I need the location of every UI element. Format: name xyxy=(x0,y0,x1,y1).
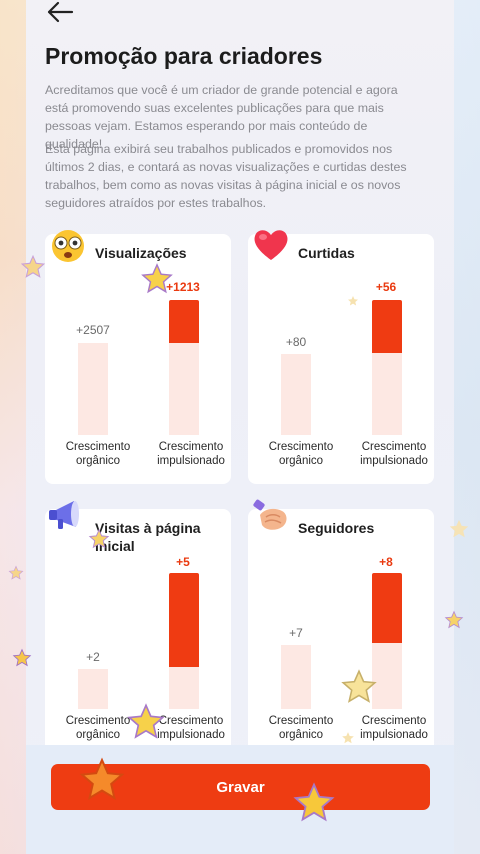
boosted-value: +56 xyxy=(375,280,397,294)
boosted-bar-base xyxy=(169,343,199,435)
star-icon xyxy=(141,263,173,294)
star-icon xyxy=(449,519,469,538)
card-title: Seguidores xyxy=(298,520,375,536)
boosted-bar xyxy=(169,300,199,343)
organic-bar xyxy=(78,343,108,435)
card-followers: Seguidores +7 +8 Crescimento orgânico Cr… xyxy=(248,509,434,754)
star-icon xyxy=(293,782,335,822)
back-button[interactable] xyxy=(46,0,74,24)
organic-label: Crescimento orgânico xyxy=(65,715,131,741)
star-icon xyxy=(12,648,32,667)
organic-value: +2 xyxy=(86,650,100,664)
organic-label: Crescimento orgânico xyxy=(268,441,334,467)
star-icon xyxy=(20,254,46,278)
organic-bar xyxy=(281,354,311,435)
star-icon xyxy=(88,528,110,549)
card-title: Curtidas xyxy=(298,245,355,261)
boosted-bar xyxy=(372,573,402,643)
star-icon xyxy=(341,669,377,703)
organic-label: Crescimento orgânico xyxy=(65,441,131,467)
star-icon xyxy=(79,757,125,801)
boosted-bar-base xyxy=(169,667,199,709)
star-icon xyxy=(342,732,354,744)
organic-value: +2507 xyxy=(76,323,110,337)
boosted-label: Crescimento impulsionado xyxy=(157,715,225,741)
organic-label: Crescimento orgânico xyxy=(268,715,334,741)
boosted-value: +8 xyxy=(379,555,393,569)
megaphone-icon xyxy=(49,501,79,529)
boosted-label: Crescimento impulsionado xyxy=(360,715,428,741)
star-icon xyxy=(348,296,358,306)
card-profile-visits: Visitas à página inicial +2 +5 Crescimen… xyxy=(45,509,231,754)
card-title: Visitas à página inicial xyxy=(95,520,201,554)
organic-value: +7 xyxy=(289,626,303,640)
star-icon xyxy=(127,703,165,739)
boosted-bar-base xyxy=(372,643,402,709)
card-title: Visualizações xyxy=(95,245,187,261)
dizzy-face-icon xyxy=(52,230,84,262)
record-button[interactable]: Gravar xyxy=(51,764,430,810)
intro-paragraph: Acreditamos que você é um criador de gra… xyxy=(45,83,398,151)
boosted-label: Crescimento impulsionado xyxy=(157,441,225,467)
info-paragraph: Esta página exibirá seu trabalhos public… xyxy=(45,142,407,210)
boosted-bar xyxy=(169,573,199,667)
boosted-label: Crescimento impulsionado xyxy=(360,441,428,467)
star-icon xyxy=(444,610,464,629)
page-title: Promoção para criadores xyxy=(45,43,323,69)
card-likes: Curtidas +80 +56 Crescimento orgânico Cr… xyxy=(248,234,434,484)
handshake-icon xyxy=(253,499,287,530)
arrow-left-icon xyxy=(47,1,74,23)
star-icon xyxy=(8,565,24,580)
card-views: Visualizações +2507 +1213 Crescimento or… xyxy=(45,234,231,484)
heart-icon xyxy=(254,230,288,260)
boosted-bar xyxy=(372,300,402,353)
organic-bar xyxy=(281,645,311,709)
organic-value: +80 xyxy=(285,335,307,349)
boosted-value: +5 xyxy=(176,555,190,569)
boosted-value: +1213 xyxy=(166,280,200,294)
boosted-bar-base xyxy=(372,353,402,435)
right-background-edge xyxy=(450,0,480,854)
organic-bar xyxy=(78,669,108,709)
